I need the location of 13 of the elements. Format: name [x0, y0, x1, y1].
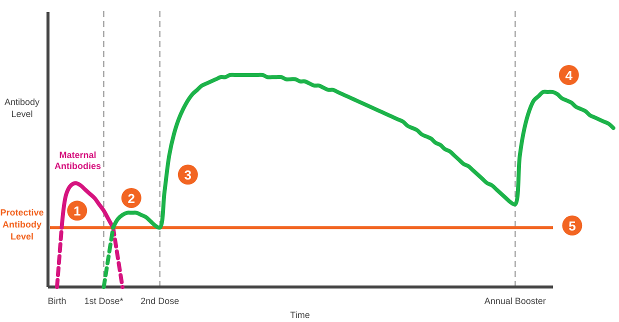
annotation: 5	[568, 218, 576, 234]
text: Maternal Antibodies	[54, 150, 101, 172]
x-tick-label: 1st Dose*	[84, 296, 124, 306]
annotation: 4	[565, 68, 574, 83]
annotation: 2	[128, 190, 135, 206]
annotation: 1	[74, 204, 81, 219]
annotation: 3	[184, 168, 192, 183]
x-axis-title: Time	[290, 310, 310, 320]
x-tick-label: 2nd Dose	[140, 296, 180, 306]
x-tick-label: Birth	[48, 296, 66, 306]
x-tick-label: Annual Booster	[484, 296, 546, 306]
y-axis-title: Antibody Level	[4, 97, 40, 119]
ref-line-label: Protective Antibody Level	[0, 208, 44, 242]
